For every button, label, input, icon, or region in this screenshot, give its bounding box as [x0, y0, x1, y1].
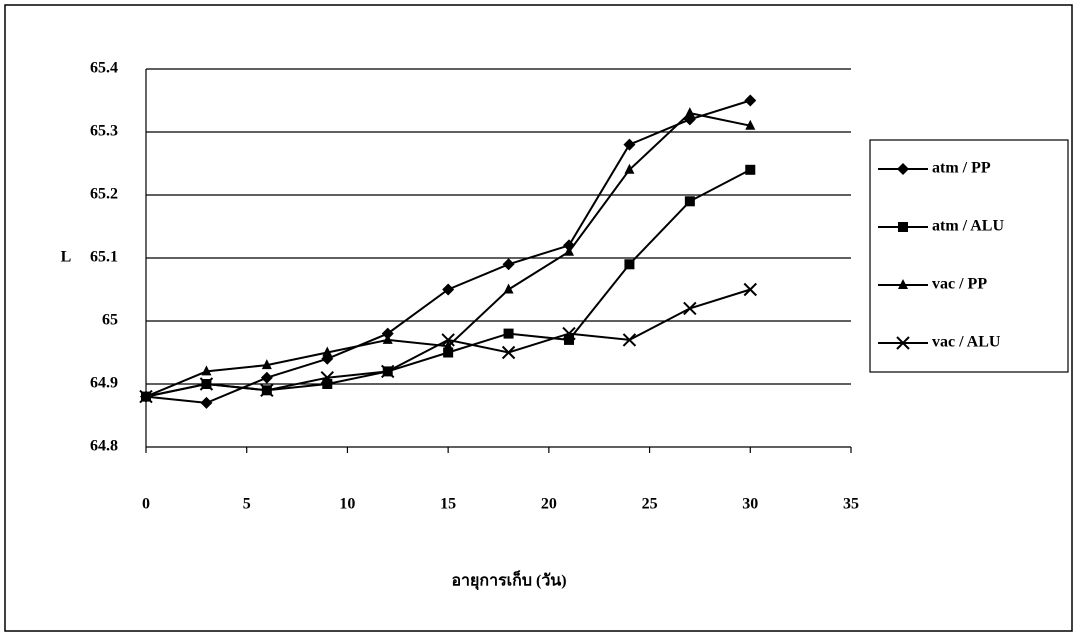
y-tick-label: 65: [102, 312, 118, 329]
marker: [562, 326, 576, 341]
marker: [442, 283, 455, 296]
marker: [745, 164, 756, 175]
x-tick-label: 10: [339, 496, 355, 513]
y-axis-label: L: [61, 249, 72, 266]
marker: [441, 333, 455, 347]
y-tick-label: 65.1: [90, 249, 118, 266]
y-tick-label: 64.8: [90, 438, 118, 455]
marker: [381, 327, 394, 340]
marker: [503, 328, 514, 339]
legend-marker: [898, 279, 908, 289]
marker: [745, 119, 756, 130]
marker: [322, 346, 333, 357]
legend-marker: [898, 222, 908, 232]
x-tick-label: 30: [742, 496, 758, 513]
marker: [683, 301, 697, 316]
y-tick-label: 65.4: [90, 60, 118, 77]
marker: [260, 383, 274, 398]
marker: [564, 334, 574, 345]
marker: [684, 196, 695, 207]
legend-box: [869, 139, 1069, 373]
marker: [743, 282, 757, 297]
x-tick-label: 5: [243, 496, 251, 513]
marker: [624, 163, 635, 174]
marker: [744, 94, 757, 107]
marker: [684, 107, 695, 118]
marker: [503, 283, 514, 294]
marker: [443, 340, 454, 351]
marker: [382, 333, 393, 344]
marker: [564, 245, 574, 256]
marker: [622, 333, 637, 347]
marker: [502, 258, 515, 271]
legend-marker: [896, 336, 910, 350]
y-tick-label: 65.3: [90, 123, 118, 140]
marker: [320, 370, 334, 385]
x-tick-label: 20: [541, 496, 557, 513]
x-tick-label: 35: [843, 496, 859, 513]
x-tick-label: 25: [642, 496, 658, 513]
marker: [443, 347, 454, 358]
marker: [200, 396, 213, 409]
legend-marker: [897, 163, 909, 175]
marker: [501, 345, 516, 360]
legend-label: atm / ALU: [932, 218, 1004, 235]
x-tick-label: 0: [142, 496, 150, 513]
y-tick-label: 65.2: [90, 186, 118, 203]
y-tick-label: 64.9: [90, 375, 118, 392]
legend-label: vac / PP: [932, 276, 987, 293]
marker: [139, 389, 153, 404]
marker: [260, 371, 273, 384]
marker: [199, 377, 214, 391]
x-tick-label: 15: [440, 496, 456, 513]
legend-label: atm / PP: [932, 160, 991, 177]
legend-label: vac / ALU: [932, 334, 1001, 351]
marker: [322, 379, 333, 389]
x-axis-label: อายุการเก็บ (วัน): [451, 569, 566, 591]
marker: [623, 138, 636, 151]
marker: [201, 365, 212, 376]
marker: [624, 259, 635, 270]
marker: [381, 364, 395, 379]
marker: [261, 359, 272, 370]
